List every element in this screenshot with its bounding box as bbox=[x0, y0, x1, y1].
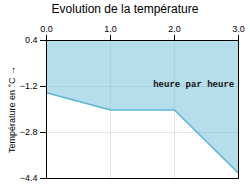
svg-text:0.4: 0.4 bbox=[25, 35, 38, 45]
svg-text:1.0: 1.0 bbox=[104, 24, 117, 34]
html-text:Evolution de la température: Evolution de la température bbox=[51, 2, 199, 16]
svg-text:3.0: 3.0 bbox=[232, 24, 245, 34]
svg-text:Température en °C →: Température en °C → bbox=[7, 66, 17, 153]
svg-text:heure par heure: heure par heure bbox=[153, 80, 234, 90]
svg-text:−4.4: −4.4 bbox=[20, 173, 38, 183]
svg-text:−1.2: −1.2 bbox=[20, 81, 38, 91]
svg-text:2.0: 2.0 bbox=[168, 24, 181, 34]
svg-text:0.0: 0.0 bbox=[40, 24, 53, 34]
svg-text:−2.8: −2.8 bbox=[20, 127, 38, 137]
